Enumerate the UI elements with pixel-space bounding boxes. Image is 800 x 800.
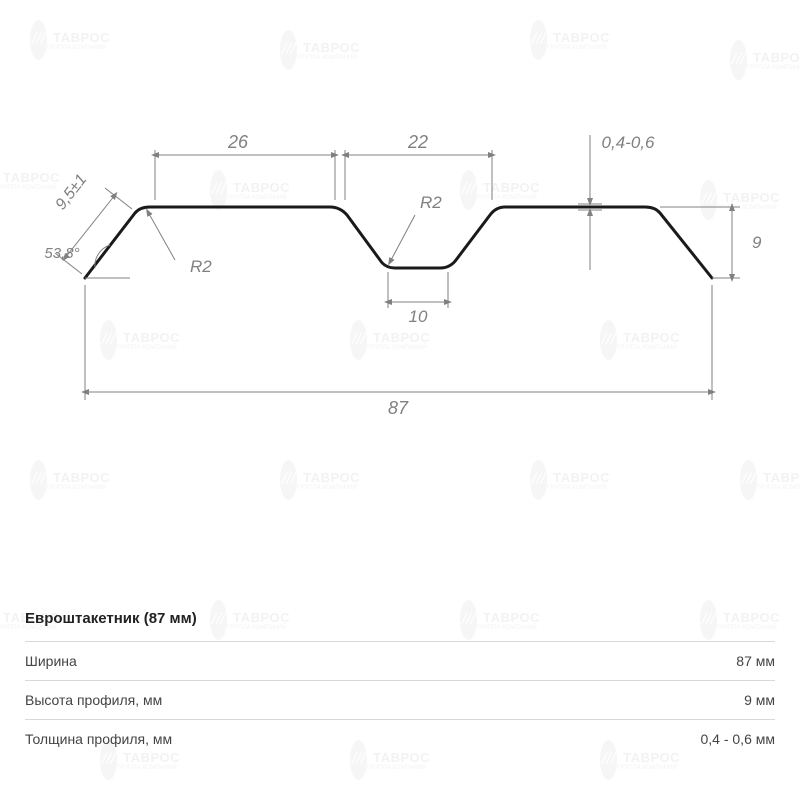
dim-height: 9 [660, 207, 762, 278]
dim-r-mid: R2 [390, 193, 442, 262]
svg-text:53,8°: 53,8° [44, 245, 79, 262]
spec-value: 87 мм [736, 653, 775, 669]
dim-seg2: 22 [345, 132, 492, 200]
spec-title: Евроштакетник (87 мм) [25, 610, 775, 627]
spec-label: Высота профиля, мм [25, 692, 162, 708]
spec-row: Ширина 87 мм [25, 641, 775, 680]
profile-path [85, 207, 712, 278]
profile-diagram: 26 22 0,4-0,6 9,5±1 53,8° R2 R2 [0, 0, 800, 500]
spec-area: Евроштакетник (87 мм) Ширина 87 мм Высот… [25, 610, 775, 758]
spec-label: Ширина [25, 653, 77, 669]
dim-total: 87 [85, 285, 712, 418]
dim-bottom-mid: 10 [388, 272, 448, 326]
svg-text:9: 9 [752, 233, 762, 252]
spec-value: 9 мм [744, 692, 775, 708]
svg-text:R2: R2 [190, 257, 212, 276]
spec-row: Высота профиля, мм 9 мм [25, 680, 775, 719]
svg-text:10: 10 [409, 307, 428, 326]
spec-value: 0,4 - 0,6 мм [700, 731, 775, 747]
spec-row: Толщина профиля, мм 0,4 - 0,6 мм [25, 719, 775, 758]
dim-r-left: R2 [148, 212, 212, 276]
svg-text:R2: R2 [420, 193, 442, 212]
svg-text:87: 87 [388, 398, 409, 418]
dim-thickness: 0,4-0,6 [578, 133, 655, 270]
svg-text:0,4-0,6: 0,4-0,6 [602, 133, 655, 152]
svg-text:9,5±1: 9,5±1 [52, 171, 90, 213]
svg-text:22: 22 [407, 132, 428, 152]
svg-text:26: 26 [227, 132, 249, 152]
spec-label: Толщина профиля, мм [25, 731, 172, 747]
dim-seg1: 26 [155, 132, 335, 200]
